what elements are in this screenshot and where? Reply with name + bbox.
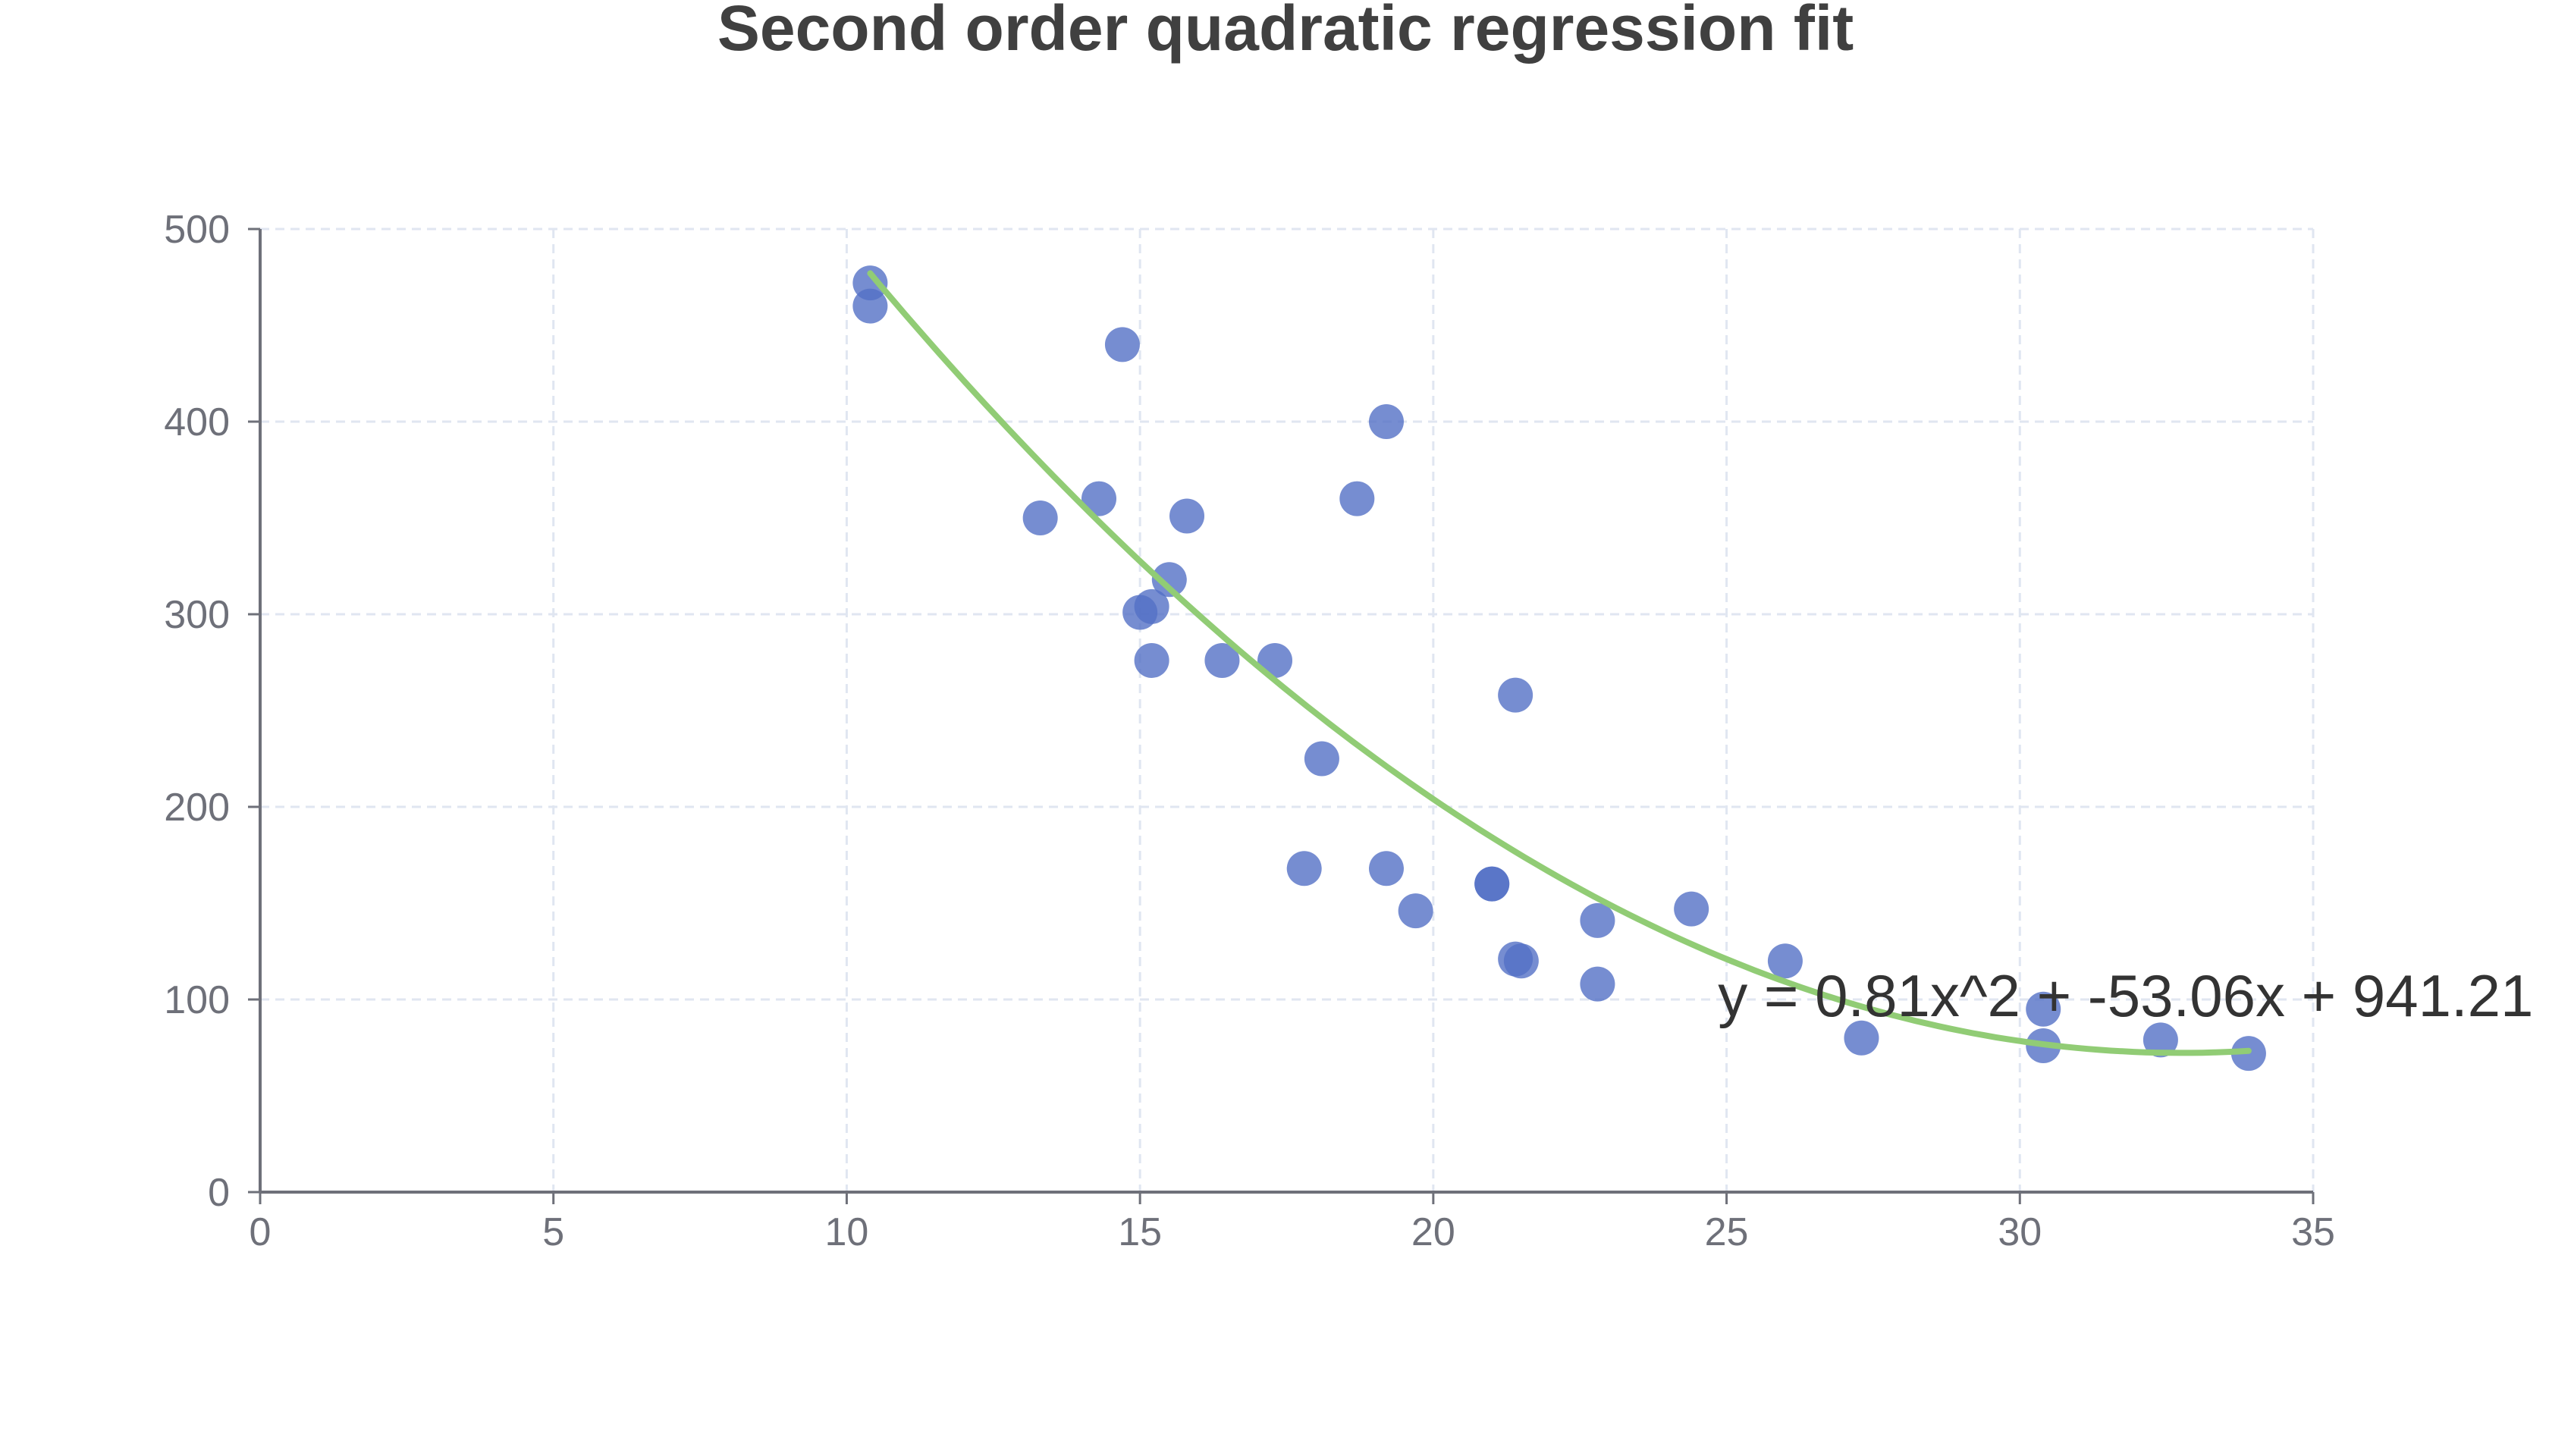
x-tick-label: 35 (2291, 1210, 2335, 1254)
regression-curve (867, 270, 2252, 1056)
data-point (1304, 741, 1339, 777)
data-point (1474, 866, 1510, 902)
y-tick-label: 200 (164, 786, 230, 830)
data-point (2142, 1022, 2178, 1058)
data-points (852, 265, 2266, 1072)
data-point (1503, 943, 1539, 979)
data-point (1204, 642, 1240, 678)
data-point (2026, 991, 2061, 1027)
x-tick-label: 0 (250, 1210, 272, 1254)
data-point (1498, 677, 1533, 713)
data-point (1104, 327, 1140, 362)
y-tick-label: 500 (164, 208, 230, 252)
x-tick-label: 10 (825, 1210, 869, 1254)
data-point (1368, 851, 1404, 886)
data-point (1134, 642, 1169, 678)
data-point (852, 288, 888, 324)
x-tick-label: 5 (542, 1210, 564, 1254)
data-point (1674, 891, 1709, 927)
data-point (1081, 481, 1117, 516)
y-tick-label: 400 (164, 400, 230, 444)
data-point (1169, 498, 1205, 534)
annotation-labels: y = 0.81x^2 + -53.06x + 941.21 (1718, 962, 2533, 1029)
y-tick-label: 0 (208, 1171, 230, 1215)
data-point (1767, 943, 1803, 979)
data-point (1580, 902, 1615, 938)
axes: 0 5 10 15 20 25 30 35 0 100 200 300 400 500 (164, 208, 2335, 1254)
data-point (1580, 966, 1615, 1002)
data-point (1339, 481, 1375, 516)
data-point (1844, 1020, 1879, 1056)
data-point (1022, 500, 1058, 535)
chart-title: Second order quadratic regression fit (717, 0, 1854, 64)
y-tick-label: 300 (164, 593, 230, 637)
grid-lines (260, 228, 2315, 1192)
y-tick-label: 100 (164, 978, 230, 1022)
data-point (1286, 851, 1322, 886)
data-point (1368, 404, 1404, 439)
x-tick-label: 20 (1411, 1210, 1455, 1254)
data-point (1122, 595, 1158, 630)
x-tick-label: 25 (1705, 1210, 1749, 1254)
x-tick-label: 30 (1998, 1210, 2042, 1254)
x-tick-label: 15 (1118, 1210, 1162, 1254)
equation-label: y = 0.81x^2 + -53.06x + 941.21 (1718, 962, 2533, 1029)
regression-line (867, 270, 2252, 1056)
data-point (1398, 893, 1433, 929)
data-point (1151, 562, 1187, 598)
